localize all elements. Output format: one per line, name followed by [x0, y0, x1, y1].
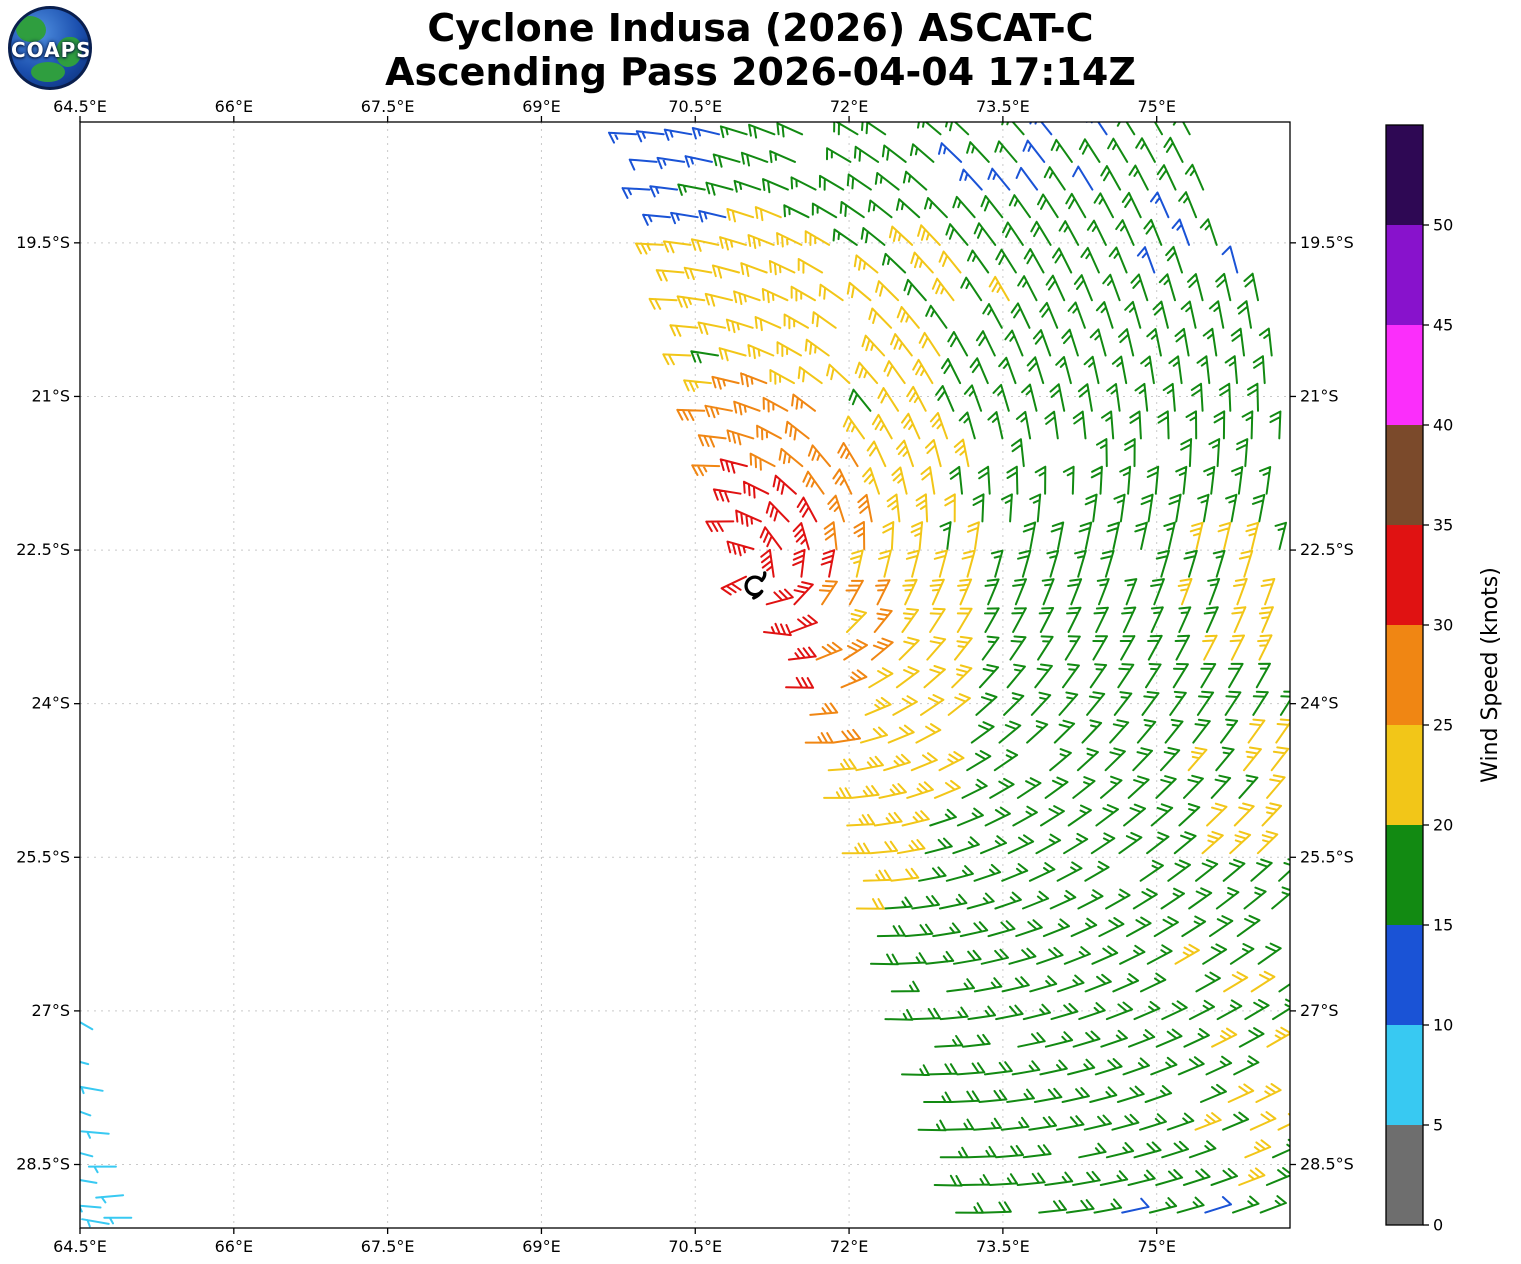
svg-text:19.5°S: 19.5°S [1300, 233, 1354, 252]
svg-text:21°S: 21°S [1300, 386, 1339, 405]
svg-text:45: 45 [1433, 316, 1453, 335]
axis-tick-labels: 64.5°E 64.5°E 66°E 66°E 67.5°E 67.5°E 69°E 69°E… [16, 97, 1354, 1256]
svg-text:24°S: 24°S [31, 694, 70, 713]
svg-text:64.5°E: 64.5°E [53, 1237, 107, 1256]
plot-frame [79, 121, 1291, 1229]
svg-text:35: 35 [1433, 516, 1453, 535]
svg-text:10: 10 [1433, 1016, 1453, 1035]
svg-text:25: 25 [1433, 716, 1453, 735]
svg-text:25.5°S: 25.5°S [16, 847, 70, 866]
svg-text:27°S: 27°S [1300, 1001, 1339, 1020]
svg-text:27°S: 27°S [31, 1001, 70, 1020]
colorbar: 0 5 10 15 20 25 30 35 40 45 50 Wind Speed (knots) [1385, 124, 1503, 1235]
svg-text:69°E: 69°E [522, 97, 560, 116]
svg-text:5: 5 [1433, 1116, 1443, 1135]
logo-text: COAPS [11, 38, 92, 62]
svg-text:28.5°S: 28.5°S [1300, 1155, 1354, 1174]
svg-text:69°E: 69°E [522, 1237, 560, 1256]
svg-text:67.5°E: 67.5°E [361, 1237, 415, 1256]
svg-text:75°E: 75°E [1137, 1237, 1175, 1256]
logo-landmass [31, 62, 65, 82]
svg-text:28.5°S: 28.5°S [16, 1155, 70, 1174]
svg-text:0: 0 [1433, 1216, 1443, 1235]
svg-text:72°E: 72°E [830, 1237, 868, 1256]
wind-barbs [80, 122, 1290, 1228]
colorbar-label: Wind Speed (knots) [1478, 567, 1503, 783]
logo-landmass [16, 16, 46, 42]
svg-text:64.5°E: 64.5°E [53, 97, 107, 116]
svg-text:75°E: 75°E [1137, 97, 1175, 116]
svg-text:25.5°S: 25.5°S [1300, 847, 1354, 866]
svg-text:73.5°E: 73.5°E [976, 97, 1030, 116]
svg-text:50: 50 [1433, 216, 1453, 235]
svg-text:21°S: 21°S [31, 386, 70, 405]
svg-text:22.5°S: 22.5°S [16, 540, 70, 559]
svg-text:24°S: 24°S [1300, 694, 1339, 713]
svg-text:15: 15 [1433, 916, 1453, 935]
coaps-logo: COAPS [8, 6, 92, 90]
plot-subtitle: Ascending Pass 2026-04-04 17:14Z [385, 50, 1136, 94]
svg-text:72°E: 72°E [830, 97, 868, 116]
cyclone-marker [744, 571, 767, 600]
svg-text:19.5°S: 19.5°S [16, 233, 70, 252]
logo-landmass [56, 37, 82, 67]
svg-text:20: 20 [1433, 816, 1453, 835]
plot-title: Cyclone Indusa (2026) ASCAT-C [427, 6, 1094, 50]
svg-text:67.5°E: 67.5°E [361, 97, 415, 116]
svg-text:66°E: 66°E [215, 1237, 253, 1256]
svg-text:70.5°E: 70.5°E [668, 1237, 722, 1256]
svg-text:73.5°E: 73.5°E [976, 1237, 1030, 1256]
svg-text:22.5°S: 22.5°S [1300, 540, 1354, 559]
svg-text:66°E: 66°E [215, 97, 253, 116]
svg-text:70.5°E: 70.5°E [668, 97, 722, 116]
svg-text:30: 30 [1433, 616, 1453, 635]
axis-ticks [74, 116, 1296, 1234]
svg-text:40: 40 [1433, 416, 1453, 435]
